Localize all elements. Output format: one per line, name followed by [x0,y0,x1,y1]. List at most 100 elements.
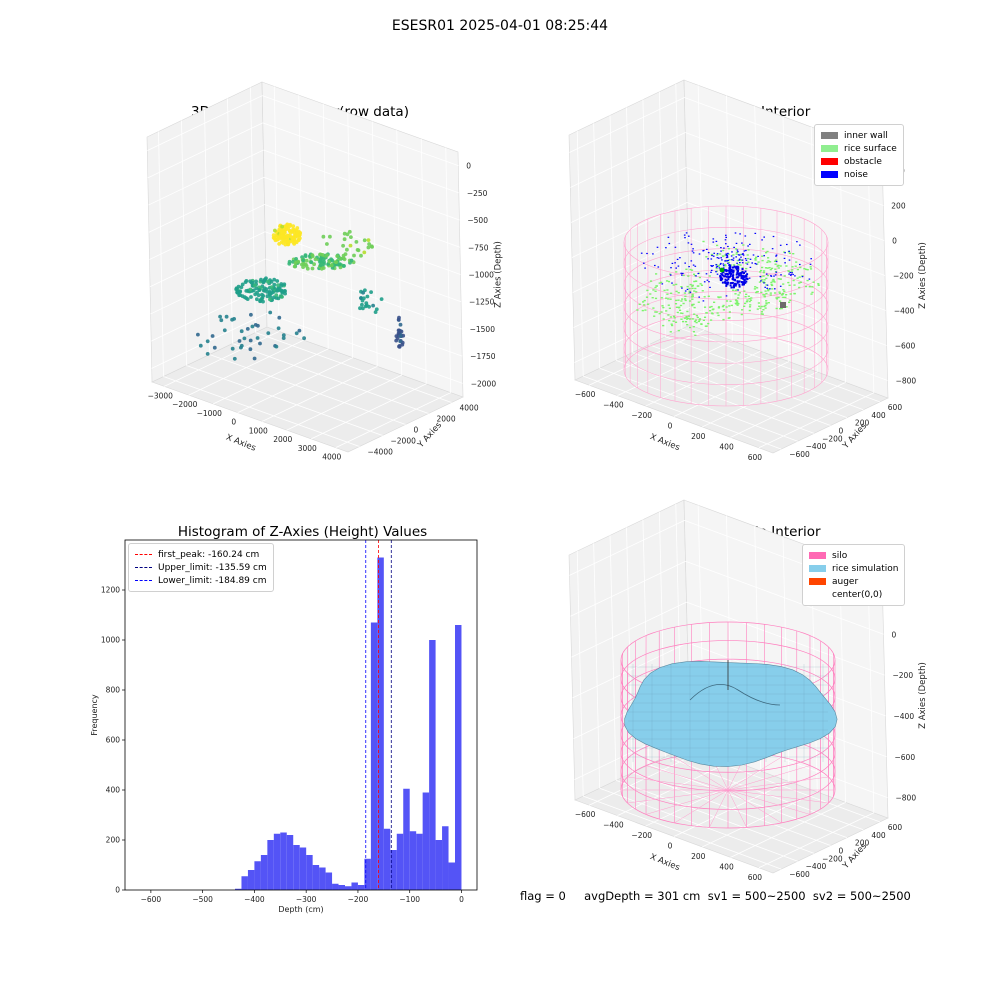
x-tick-label: 0 [668,422,673,431]
rice-surface-point [759,307,762,309]
rice-surface-point [738,292,741,294]
noise-point [674,262,676,264]
rice-surface-point [681,312,684,315]
rice-surface-point [688,292,691,294]
rice-surface-point [670,292,673,294]
noise-point [715,264,718,266]
rice-surface-point [747,295,750,297]
rice-surface-point [769,292,772,294]
scatter-point [366,238,371,243]
rice-surface-point [653,315,656,317]
scatter-point [364,301,369,305]
rice-surface-point [710,312,714,314]
noise-point [788,259,791,261]
noise-point [736,262,738,264]
legend-label: inner wall [844,130,888,141]
noise-point [692,252,695,254]
legend-item-silo: silo [809,549,898,562]
figure-title: ESESR01 2025-04-01 08:25:44 [391,18,609,34]
rice-surface-point [666,289,669,291]
legend-swatch [821,132,838,139]
rice-surface-point [739,253,742,256]
histogram-bar [293,845,300,890]
noise-point [712,265,714,267]
noise-point [646,252,648,255]
rice-surface-point [755,256,758,258]
scatter-point [256,293,261,298]
noise-point [716,253,719,255]
noise-cluster-point [727,276,730,279]
rice-surface-point [760,269,763,272]
noise-point [675,267,677,269]
scatter-point [266,279,270,284]
y-tick-label: 0 [839,847,844,856]
noise-point [726,260,728,262]
rice-surface-point [649,293,652,295]
scatter-point [291,228,296,233]
scatter-point [397,344,401,349]
noise-point [737,289,739,291]
x-tick-label: 3000 [298,444,317,453]
noise-point [728,263,730,266]
rice-surface-point [771,280,774,282]
noise-cluster-point [728,270,731,273]
histogram-bar [312,865,320,890]
noise-cluster-point [730,286,733,289]
noise-point [706,248,708,250]
noise-cluster-point [726,283,729,286]
noise-cluster-point [738,280,740,283]
scatter-point [250,324,255,329]
noise-point [692,264,695,266]
scatter-point [248,338,253,343]
noise-point [729,264,732,266]
rice-surface-point [724,264,727,266]
rice-surface-point [643,304,646,306]
noise-point [738,254,741,256]
noise-point [702,300,705,302]
noise-cluster-point [725,270,728,273]
silo-base-spoke [709,789,729,828]
noise-cluster-point [729,268,732,271]
rice-surface-point [760,311,763,313]
noise-point [671,262,674,264]
noise-point [733,246,735,248]
scatter-point [363,304,368,309]
rice-surface-point [763,279,766,281]
grid-line [572,642,688,699]
noise-point [725,234,727,236]
scatter-point [280,224,284,229]
rice-surface-point [737,263,740,266]
rice-surface-point [736,304,739,306]
rice-surface-point [667,314,670,316]
scatter-point [282,282,287,287]
noise-point [679,257,681,259]
scatter-point [276,237,281,241]
scatter-point [269,285,274,289]
rice-surface-point [722,255,725,258]
rice-surface-point [644,309,647,311]
noise-cluster-point [726,282,729,285]
histogram-bar [396,833,404,890]
scatter-point [264,276,268,281]
histogram-bar [377,557,384,890]
scatter-point [287,259,292,264]
scatter-point [362,250,367,255]
scatter-point [291,236,296,241]
scatter-point [258,299,262,304]
rice-surface-point [666,280,669,282]
scatter-point [369,290,373,294]
rice-surface-point [724,254,727,256]
noise-cluster-point [745,277,748,280]
noise-cluster-point [736,280,739,283]
noise-point [640,252,643,254]
noise-point [657,266,660,268]
rice-surface-point [748,300,751,303]
scatter-point [296,259,301,264]
z-tick-label: −1750 [470,352,496,361]
noise-point [644,267,646,269]
scatter-point [285,236,289,241]
grid-line [255,332,452,403]
rice-surface-point [785,294,788,296]
noise-point [722,265,725,267]
noise-point [784,252,786,254]
